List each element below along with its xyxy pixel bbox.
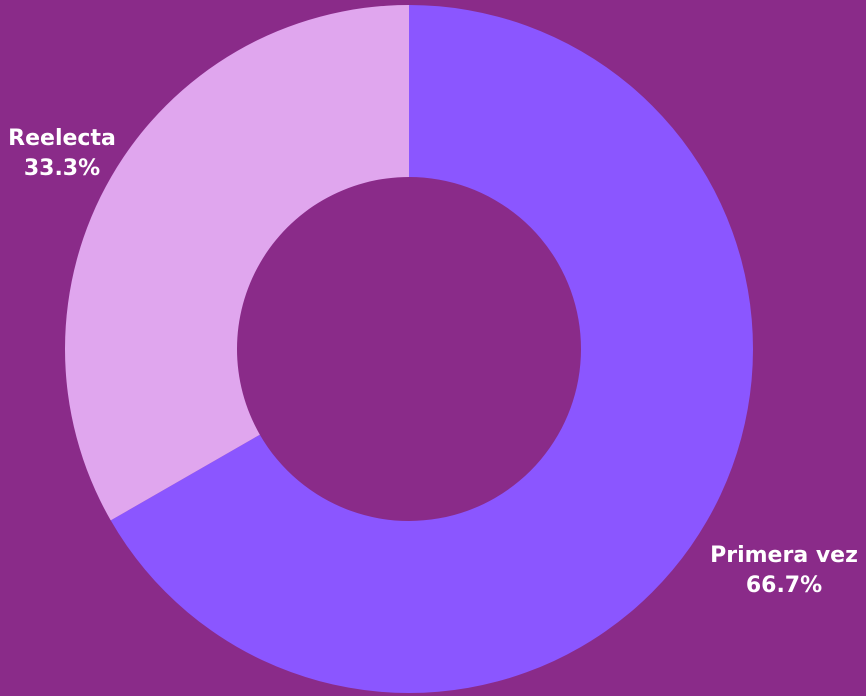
slice-label-reelecta: Reelecta xyxy=(8,126,116,151)
slice-value-reelecta: 33.3% xyxy=(24,156,100,181)
slice-label-primera-vez: Primera vez xyxy=(710,543,858,568)
slice-reelecta xyxy=(64,5,409,521)
donut-slices xyxy=(64,5,754,693)
slice-primera-vez xyxy=(110,5,754,693)
slice-value-primera-vez: 66.7% xyxy=(746,573,822,598)
